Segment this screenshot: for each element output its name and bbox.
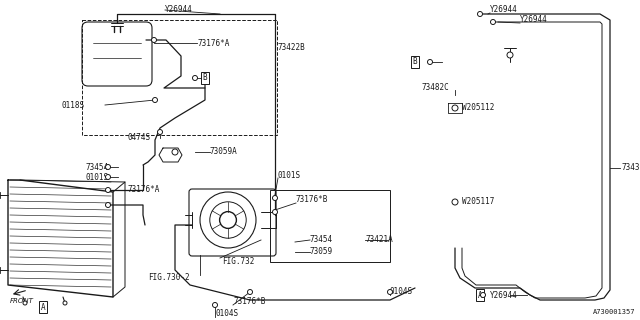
Text: FIG.730-2: FIG.730-2: [148, 274, 189, 283]
Bar: [270, 190, 390, 262]
Text: 73454: 73454: [85, 163, 108, 172]
Circle shape: [490, 20, 495, 25]
Text: Y26944: Y26944: [520, 15, 548, 25]
Text: 73454: 73454: [310, 236, 333, 244]
Text: 73176*B: 73176*B: [296, 196, 328, 204]
Circle shape: [152, 98, 157, 102]
Circle shape: [193, 76, 198, 81]
Circle shape: [507, 52, 513, 58]
Text: 73422B: 73422B: [278, 43, 306, 52]
Text: A: A: [41, 302, 45, 311]
Text: 0104S: 0104S: [215, 309, 238, 318]
Text: 73176*A: 73176*A: [197, 38, 229, 47]
Text: 0118S: 0118S: [62, 100, 85, 109]
Text: B: B: [413, 58, 417, 67]
Text: 73176*A: 73176*A: [128, 186, 161, 195]
Circle shape: [220, 212, 236, 228]
Circle shape: [387, 290, 392, 294]
Circle shape: [273, 210, 278, 214]
Text: 0101S: 0101S: [85, 172, 108, 181]
Circle shape: [23, 301, 27, 305]
Text: A730001357: A730001357: [593, 309, 635, 315]
Circle shape: [212, 302, 218, 308]
Text: FRONT: FRONT: [10, 298, 34, 304]
Text: 0101S: 0101S: [278, 171, 301, 180]
Text: Y26944: Y26944: [165, 5, 193, 14]
Text: 0474S: 0474S: [128, 133, 151, 142]
Circle shape: [152, 37, 157, 43]
Text: B: B: [203, 74, 207, 83]
Text: 73059: 73059: [310, 247, 333, 257]
Circle shape: [248, 290, 253, 294]
Circle shape: [106, 174, 111, 180]
Text: 73482C: 73482C: [422, 84, 450, 92]
Circle shape: [452, 105, 458, 111]
Circle shape: [157, 130, 163, 134]
Circle shape: [106, 203, 111, 207]
Circle shape: [63, 301, 67, 305]
Circle shape: [200, 192, 256, 248]
Text: W205117: W205117: [462, 197, 494, 206]
Text: W205112: W205112: [462, 103, 494, 113]
Circle shape: [452, 199, 458, 205]
FancyBboxPatch shape: [82, 22, 152, 86]
Text: 73431T: 73431T: [622, 164, 640, 172]
Text: Y26944: Y26944: [490, 5, 518, 14]
Circle shape: [172, 149, 178, 155]
Circle shape: [273, 196, 278, 201]
Circle shape: [106, 164, 111, 170]
Text: 73059A: 73059A: [210, 148, 237, 156]
Circle shape: [481, 292, 486, 298]
Text: Y26944: Y26944: [490, 291, 518, 300]
Text: 73421A: 73421A: [365, 236, 393, 244]
Circle shape: [106, 188, 111, 193]
Text: FIG.732: FIG.732: [222, 258, 254, 267]
Circle shape: [210, 202, 246, 238]
Text: 0104S: 0104S: [390, 287, 413, 297]
Circle shape: [477, 12, 483, 17]
Text: 73176*B: 73176*B: [233, 298, 266, 307]
Circle shape: [428, 60, 433, 65]
FancyBboxPatch shape: [189, 189, 276, 256]
Text: A: A: [477, 291, 483, 300]
Bar: [82, 20, 277, 135]
